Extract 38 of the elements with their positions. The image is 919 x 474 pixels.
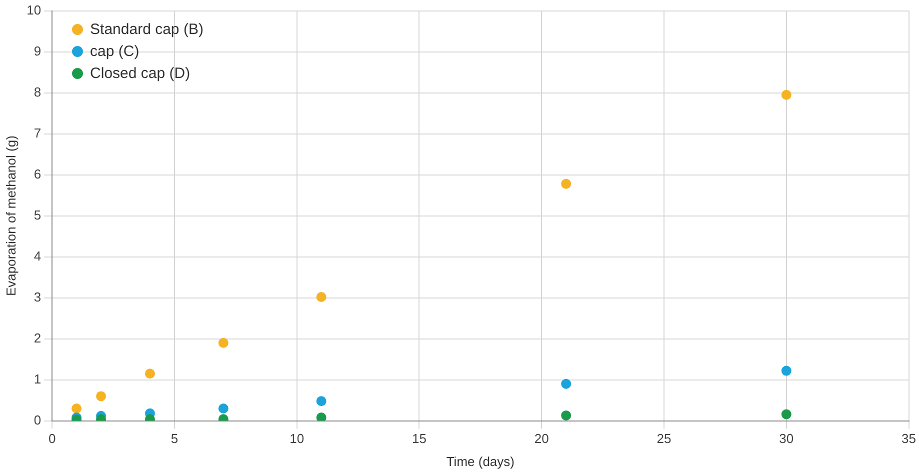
y-tick-label: 6: [34, 166, 42, 182]
legend-label: Standard cap (B): [90, 20, 204, 38]
x-tick-label: 30: [779, 431, 794, 446]
legend-label: Closed cap (D): [90, 64, 190, 82]
x-tick-label: 5: [170, 431, 178, 446]
y-tick-label: 7: [34, 125, 42, 140]
y-tick-label: 10: [26, 2, 42, 18]
point: [781, 409, 792, 420]
x-tick-label: 15: [412, 431, 426, 446]
legend-label: cap (C): [90, 42, 140, 60]
y-axis-title: Evaporation of methanol (g): [3, 136, 18, 296]
point: [316, 412, 326, 421]
point: [316, 396, 326, 406]
x-tick-label: 25: [656, 431, 672, 446]
y-tick-label: 3: [34, 289, 42, 304]
y-tick-label: 9: [34, 43, 42, 58]
x-tick-label: 35: [902, 431, 916, 446]
y-tick-label: 1: [34, 371, 42, 386]
point: [561, 178, 572, 189]
point: [144, 368, 155, 379]
y-tick-label: 5: [34, 207, 42, 222]
x-axis-title: Time (days): [446, 454, 514, 469]
x-tick-label: 10: [290, 431, 304, 446]
point: [96, 391, 106, 402]
x-tick-label: 0: [48, 431, 56, 446]
point: [316, 292, 326, 302]
point: [218, 404, 228, 414]
y-tick-label: 2: [34, 330, 42, 346]
point: [781, 90, 792, 100]
y-tick-label: 8: [34, 84, 42, 100]
y-tick-label: 0: [34, 412, 42, 428]
y-tick-label: 4: [34, 248, 42, 264]
point: [561, 410, 572, 420]
point: [561, 378, 572, 389]
point: [781, 366, 792, 376]
point: [218, 338, 228, 348]
x-tick-label: 20: [534, 431, 549, 446]
point: [72, 404, 82, 414]
